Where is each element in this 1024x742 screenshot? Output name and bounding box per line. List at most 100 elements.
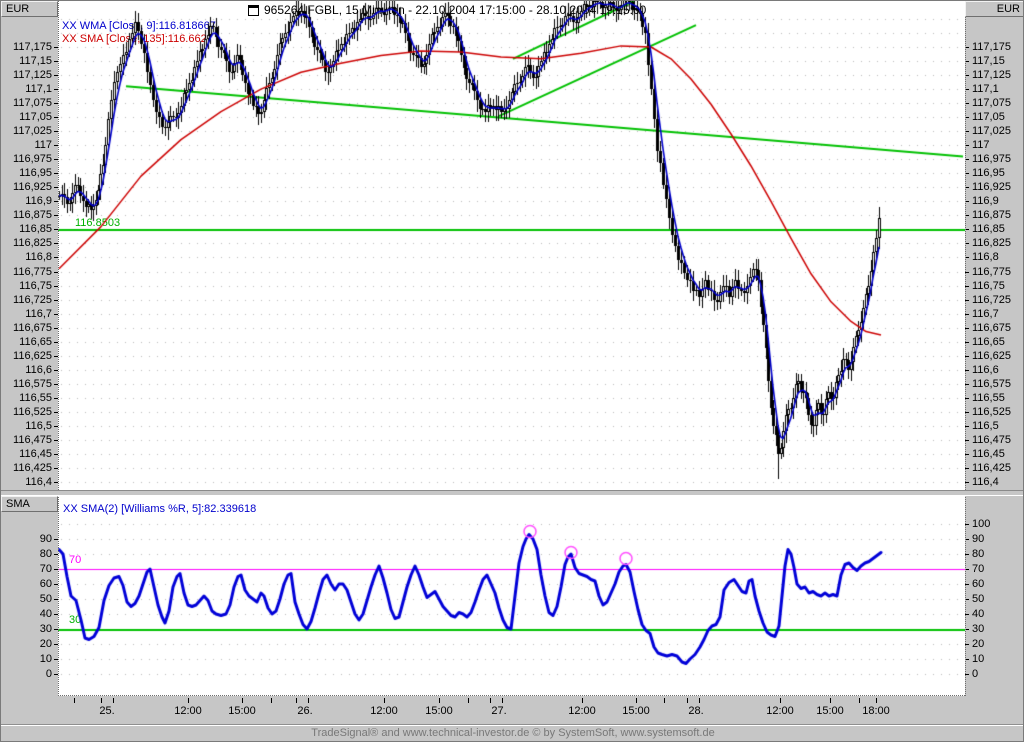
time-axis-label: 12:00 [766,705,794,717]
axis-tick-label: 116,45 [972,448,1005,460]
axis-tick-label: 116,425 [13,462,52,474]
axis-tick-label: 116,875 [972,209,1011,221]
time-axis-tick [687,698,688,703]
price-chart-panel[interactable]: 965264 FGBL, 15 Minuten - 22.10.2004 17:… [58,1,965,490]
time-axis[interactable]: 25. 12:00 15:00 26. 12:00 15:00 27. 12:00 15:00 2… [1,696,1023,724]
axis-tick-label: 116,75 [19,280,52,292]
time-axis-tick [664,698,665,703]
axis-tick-label: 117,05 [19,111,52,123]
axis-tick [965,145,969,146]
axis-tick-label: 117,025 [13,125,52,137]
axis-tick [54,569,58,570]
axis-tick-label: 30 [39,623,52,635]
axis-tick-label: 116,625 [972,350,1011,362]
time-axis-tick [188,698,189,703]
axis-tick-label: 116,45 [19,448,52,460]
axis-tick [54,75,58,76]
axis-tick [54,328,58,329]
axis-tick-label: 116,95 [19,167,52,179]
axis-tick-label: 90 [972,533,985,545]
time-axis-label: 15:00 [622,705,650,717]
axis-tick [965,629,969,630]
axis-tick [965,342,969,343]
time-axis-label: 15:00 [425,705,453,717]
axis-tick-label: 116,975 [972,153,1011,165]
axis-tick [965,524,969,525]
axis-tick [965,412,969,413]
axis-tick-label: 116,625 [13,350,52,362]
axis-tick-label: 116,8 [972,251,999,263]
time-axis-tick [271,698,272,703]
right-price-axis-header[interactable]: EUR [965,1,1023,17]
axis-tick [965,659,969,660]
axis-tick [965,482,969,483]
axis-tick [54,599,58,600]
axis-tick-label: 117,05 [972,111,1005,123]
axis-tick-label: 116,85 [19,223,52,235]
axis-tick [965,584,969,585]
axis-tick [965,131,969,132]
axis-tick [54,468,58,469]
axis-tick-label: 116,575 [13,378,52,390]
axis-tick [54,173,58,174]
axis-tick-label: 70 [972,563,985,575]
axis-tick [54,554,58,555]
panel-splitter[interactable] [1,490,1023,496]
axis-tick [54,384,58,385]
axis-tick-label: 80 [972,548,985,560]
indicator-chart-canvas[interactable] [58,496,965,696]
axis-tick [965,47,969,48]
axis-tick [965,61,969,62]
price-chart-canvas[interactable] [58,1,965,490]
axis-tick [965,440,969,441]
right-plot-border [965,1,966,724]
axis-tick-label: 116,7 [25,308,52,320]
indicator-chart-panel[interactable]: XX SMA(2) [Williams %R, 5]:82.339618 70 … [58,496,965,696]
axis-tick [965,173,969,174]
time-axis-tick [468,698,469,703]
time-axis-label: 26. [297,705,313,717]
axis-tick [54,659,58,660]
time-axis-tick [502,698,503,703]
axis-tick-label: 20 [39,638,52,650]
axis-tick [965,370,969,371]
axis-tick [54,674,58,675]
indicator-axis-header[interactable]: SMA [1,496,58,512]
time-axis-tick [308,698,309,703]
axis-tick [965,229,969,230]
time-axis-label: 12:00 [174,705,202,717]
axis-tick [54,370,58,371]
axis-tick-label: 117,1 [25,83,52,95]
axis-tick-label: 116,675 [13,322,52,334]
time-axis-label: 12:00 [370,705,398,717]
axis-tick [54,482,58,483]
axis-tick [54,215,58,216]
left-price-axis-header[interactable]: EUR [1,1,58,17]
bottom-plot-border [58,695,965,696]
axis-tick [965,398,969,399]
axis-tick [54,440,58,441]
axis-tick-label: 10 [972,653,985,665]
axis-tick-label: 116,525 [972,406,1011,418]
axis-tick-label: 116,55 [19,392,52,404]
axis-tick [965,539,969,540]
time-axis-tick [780,698,781,703]
copyright-text: TradeSignal® and www.technical-investor.… [311,727,715,739]
axis-tick-label: 20 [972,638,985,650]
time-axis-tick [830,698,831,703]
axis-tick-label: 116,775 [972,266,1011,278]
time-axis-label: 25. [99,705,115,717]
axis-tick-label: 60 [972,578,985,590]
time-axis-tick [876,698,877,703]
axis-tick [965,569,969,570]
axis-tick-label: 117,1 [972,83,999,95]
axis-tick [965,614,969,615]
axis-tick [965,75,969,76]
axis-tick [965,644,969,645]
axis-tick-label: 117,075 [13,97,52,109]
axis-tick [965,674,969,675]
axis-tick-label: 117,175 [972,41,1011,53]
time-axis-label: 12:00 [568,705,596,717]
time-axis-label: 28. [688,705,704,717]
